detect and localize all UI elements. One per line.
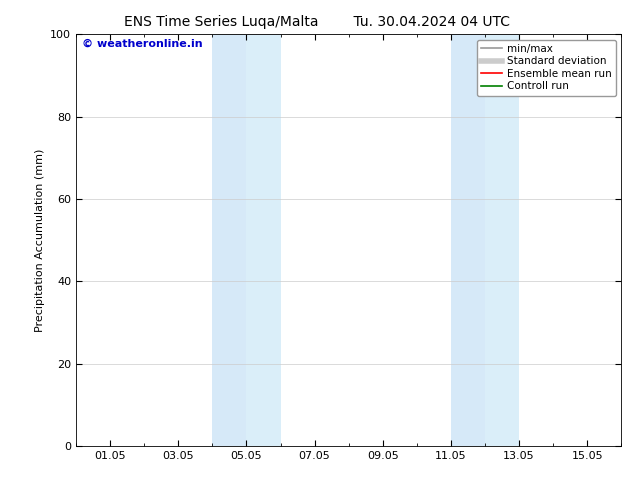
Bar — [212, 34, 247, 446]
Bar — [247, 34, 280, 446]
Legend: min/max, Standard deviation, Ensemble mean run, Controll run: min/max, Standard deviation, Ensemble me… — [477, 40, 616, 96]
Bar — [451, 34, 485, 446]
Text: © weatheronline.in: © weatheronline.in — [82, 38, 202, 49]
Y-axis label: Precipitation Accumulation (mm): Precipitation Accumulation (mm) — [35, 148, 44, 332]
Text: ENS Time Series Luqa/Malta        Tu. 30.04.2024 04 UTC: ENS Time Series Luqa/Malta Tu. 30.04.202… — [124, 15, 510, 29]
Bar — [485, 34, 519, 446]
